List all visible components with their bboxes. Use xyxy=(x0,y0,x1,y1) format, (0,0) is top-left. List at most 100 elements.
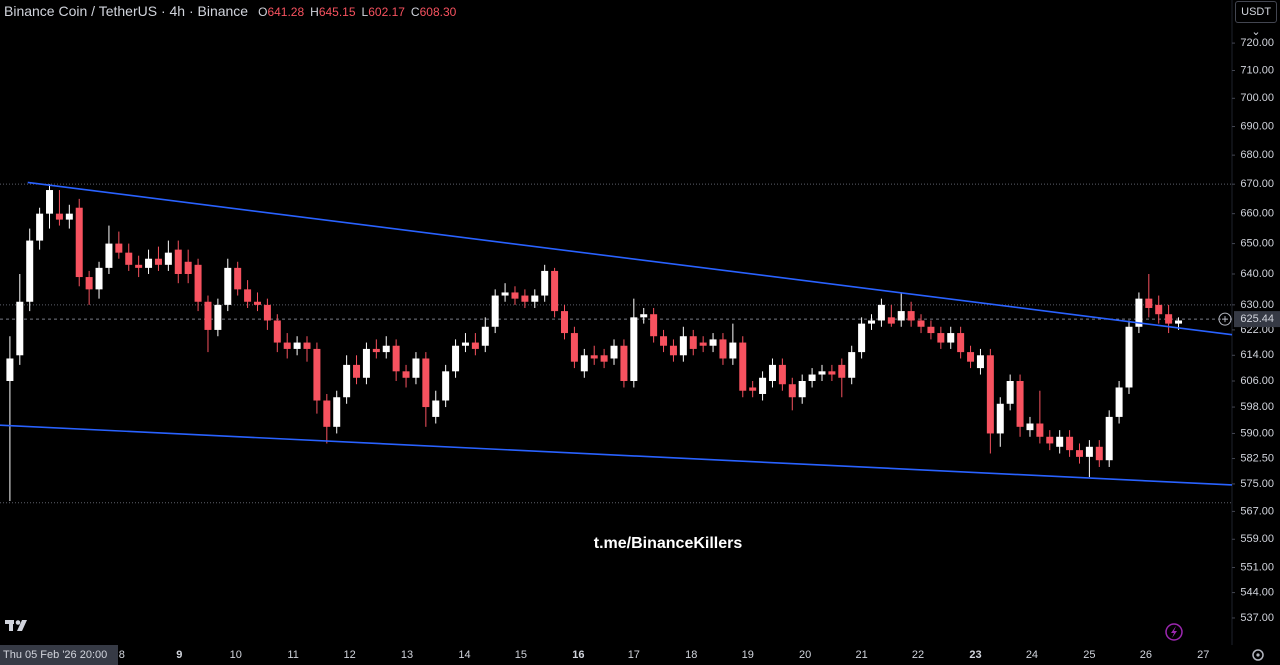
x-tick-label: 11 xyxy=(287,649,298,661)
y-tick-label: 720.00 xyxy=(1240,37,1274,49)
candle-body xyxy=(630,317,638,381)
candle-body xyxy=(858,323,866,353)
candle-body xyxy=(343,364,351,398)
candle-body xyxy=(957,333,965,353)
candle-body xyxy=(768,364,776,381)
cursor-date-tag: Thu 05 Feb '26 20:00 xyxy=(0,645,118,665)
candle-body xyxy=(422,358,430,408)
candle-body xyxy=(1036,423,1044,437)
candle-body xyxy=(164,252,172,265)
candle-body xyxy=(36,213,44,241)
x-tick-label: 18 xyxy=(685,649,697,661)
candle-body xyxy=(590,355,598,359)
currency-button[interactable]: USDT ⌄ xyxy=(1235,1,1277,38)
candle-body xyxy=(46,190,54,214)
x-tick-label: 21 xyxy=(855,649,867,661)
candle-body xyxy=(897,311,905,321)
candle-body xyxy=(452,345,460,372)
candle-body xyxy=(759,377,767,394)
add-alert-plus xyxy=(1222,316,1228,323)
candle-body xyxy=(65,213,73,220)
candle-body xyxy=(95,267,103,290)
candle-body xyxy=(561,311,569,334)
y-tick-label: 537.00 xyxy=(1240,612,1274,624)
candle-body xyxy=(967,352,975,362)
candle-body xyxy=(125,252,133,265)
x-tick-label: 12 xyxy=(343,649,355,661)
candle-body xyxy=(620,345,628,381)
candle-body xyxy=(293,342,301,349)
x-tick-label: 19 xyxy=(742,649,754,661)
candle-body xyxy=(154,258,162,265)
legend-key: C xyxy=(410,5,420,19)
candle-body xyxy=(729,342,737,359)
current-price-box xyxy=(1234,311,1280,328)
y-tick-label: 614.00 xyxy=(1240,349,1274,361)
candle-body xyxy=(253,301,261,305)
candle-body xyxy=(1135,298,1143,327)
legend-value: 641.28 xyxy=(267,5,305,19)
candle-body xyxy=(996,403,1004,434)
candle-body xyxy=(1026,423,1034,431)
candle-body xyxy=(382,345,390,353)
y-tick-label: 650.00 xyxy=(1240,237,1274,249)
candle-body xyxy=(580,355,588,372)
candle-body xyxy=(848,352,856,378)
candle-body xyxy=(372,348,380,353)
x-tick-label: 20 xyxy=(799,649,811,661)
candle-body xyxy=(917,320,925,327)
y-tick-label: 551.00 xyxy=(1240,561,1274,573)
candle-body xyxy=(818,371,826,375)
trendline xyxy=(0,424,1233,486)
add-alert-icon[interactable] xyxy=(1218,312,1232,326)
candle-body xyxy=(1125,326,1133,388)
candle-body xyxy=(105,243,113,268)
candle-body xyxy=(531,295,539,302)
candle-body xyxy=(868,320,876,324)
lightning-icon[interactable] xyxy=(1165,623,1183,641)
currency-label: USDT xyxy=(1241,6,1271,18)
candle-body xyxy=(412,358,420,378)
candle-body xyxy=(1155,304,1163,315)
candle-body xyxy=(669,345,677,356)
x-tick-label: 25 xyxy=(1083,649,1095,661)
candle-body xyxy=(362,348,370,378)
candle-body xyxy=(323,400,331,427)
candle-body xyxy=(887,317,895,324)
candle-body xyxy=(947,333,955,343)
x-tick-label: 17 xyxy=(628,649,640,661)
settings-icon[interactable] xyxy=(1252,649,1264,661)
x-tick-label: 14 xyxy=(458,649,470,661)
legend-key: L xyxy=(361,5,369,19)
y-tick-label: 582.50 xyxy=(1240,452,1274,464)
candle-body xyxy=(907,311,915,321)
candle-body xyxy=(937,333,945,343)
y-tick-label: 559.00 xyxy=(1240,533,1274,545)
candle-body xyxy=(838,364,846,378)
x-tick-label: 13 xyxy=(401,649,413,661)
candle-body xyxy=(1066,436,1074,451)
candle-body xyxy=(1046,436,1054,444)
candle-body xyxy=(75,207,83,278)
legend-value: 608.30 xyxy=(419,5,457,19)
candle-body xyxy=(986,355,994,434)
candle-body xyxy=(1105,416,1113,461)
candle-body xyxy=(85,277,93,290)
candle-body xyxy=(521,295,529,302)
candle-body xyxy=(1115,387,1123,417)
candle-body xyxy=(739,342,747,391)
candle-body xyxy=(709,339,717,346)
candle-body xyxy=(491,295,499,327)
candle-body xyxy=(214,304,222,330)
y-tick-label: 544.00 xyxy=(1240,586,1274,598)
y-tick-label: 606.00 xyxy=(1240,375,1274,387)
x-tick-label: 24 xyxy=(1026,649,1038,661)
candle-body xyxy=(679,336,687,356)
symbol-header: Binance Coin / TetherUS · 4h · Binance O6… xyxy=(4,3,456,19)
candle-body xyxy=(610,345,618,359)
x-tick-label: 27 xyxy=(1197,649,1209,661)
candle-body xyxy=(194,264,202,302)
y-tick-label: 567.00 xyxy=(1240,505,1274,517)
candle-body xyxy=(273,320,281,343)
candle-body xyxy=(402,371,410,378)
